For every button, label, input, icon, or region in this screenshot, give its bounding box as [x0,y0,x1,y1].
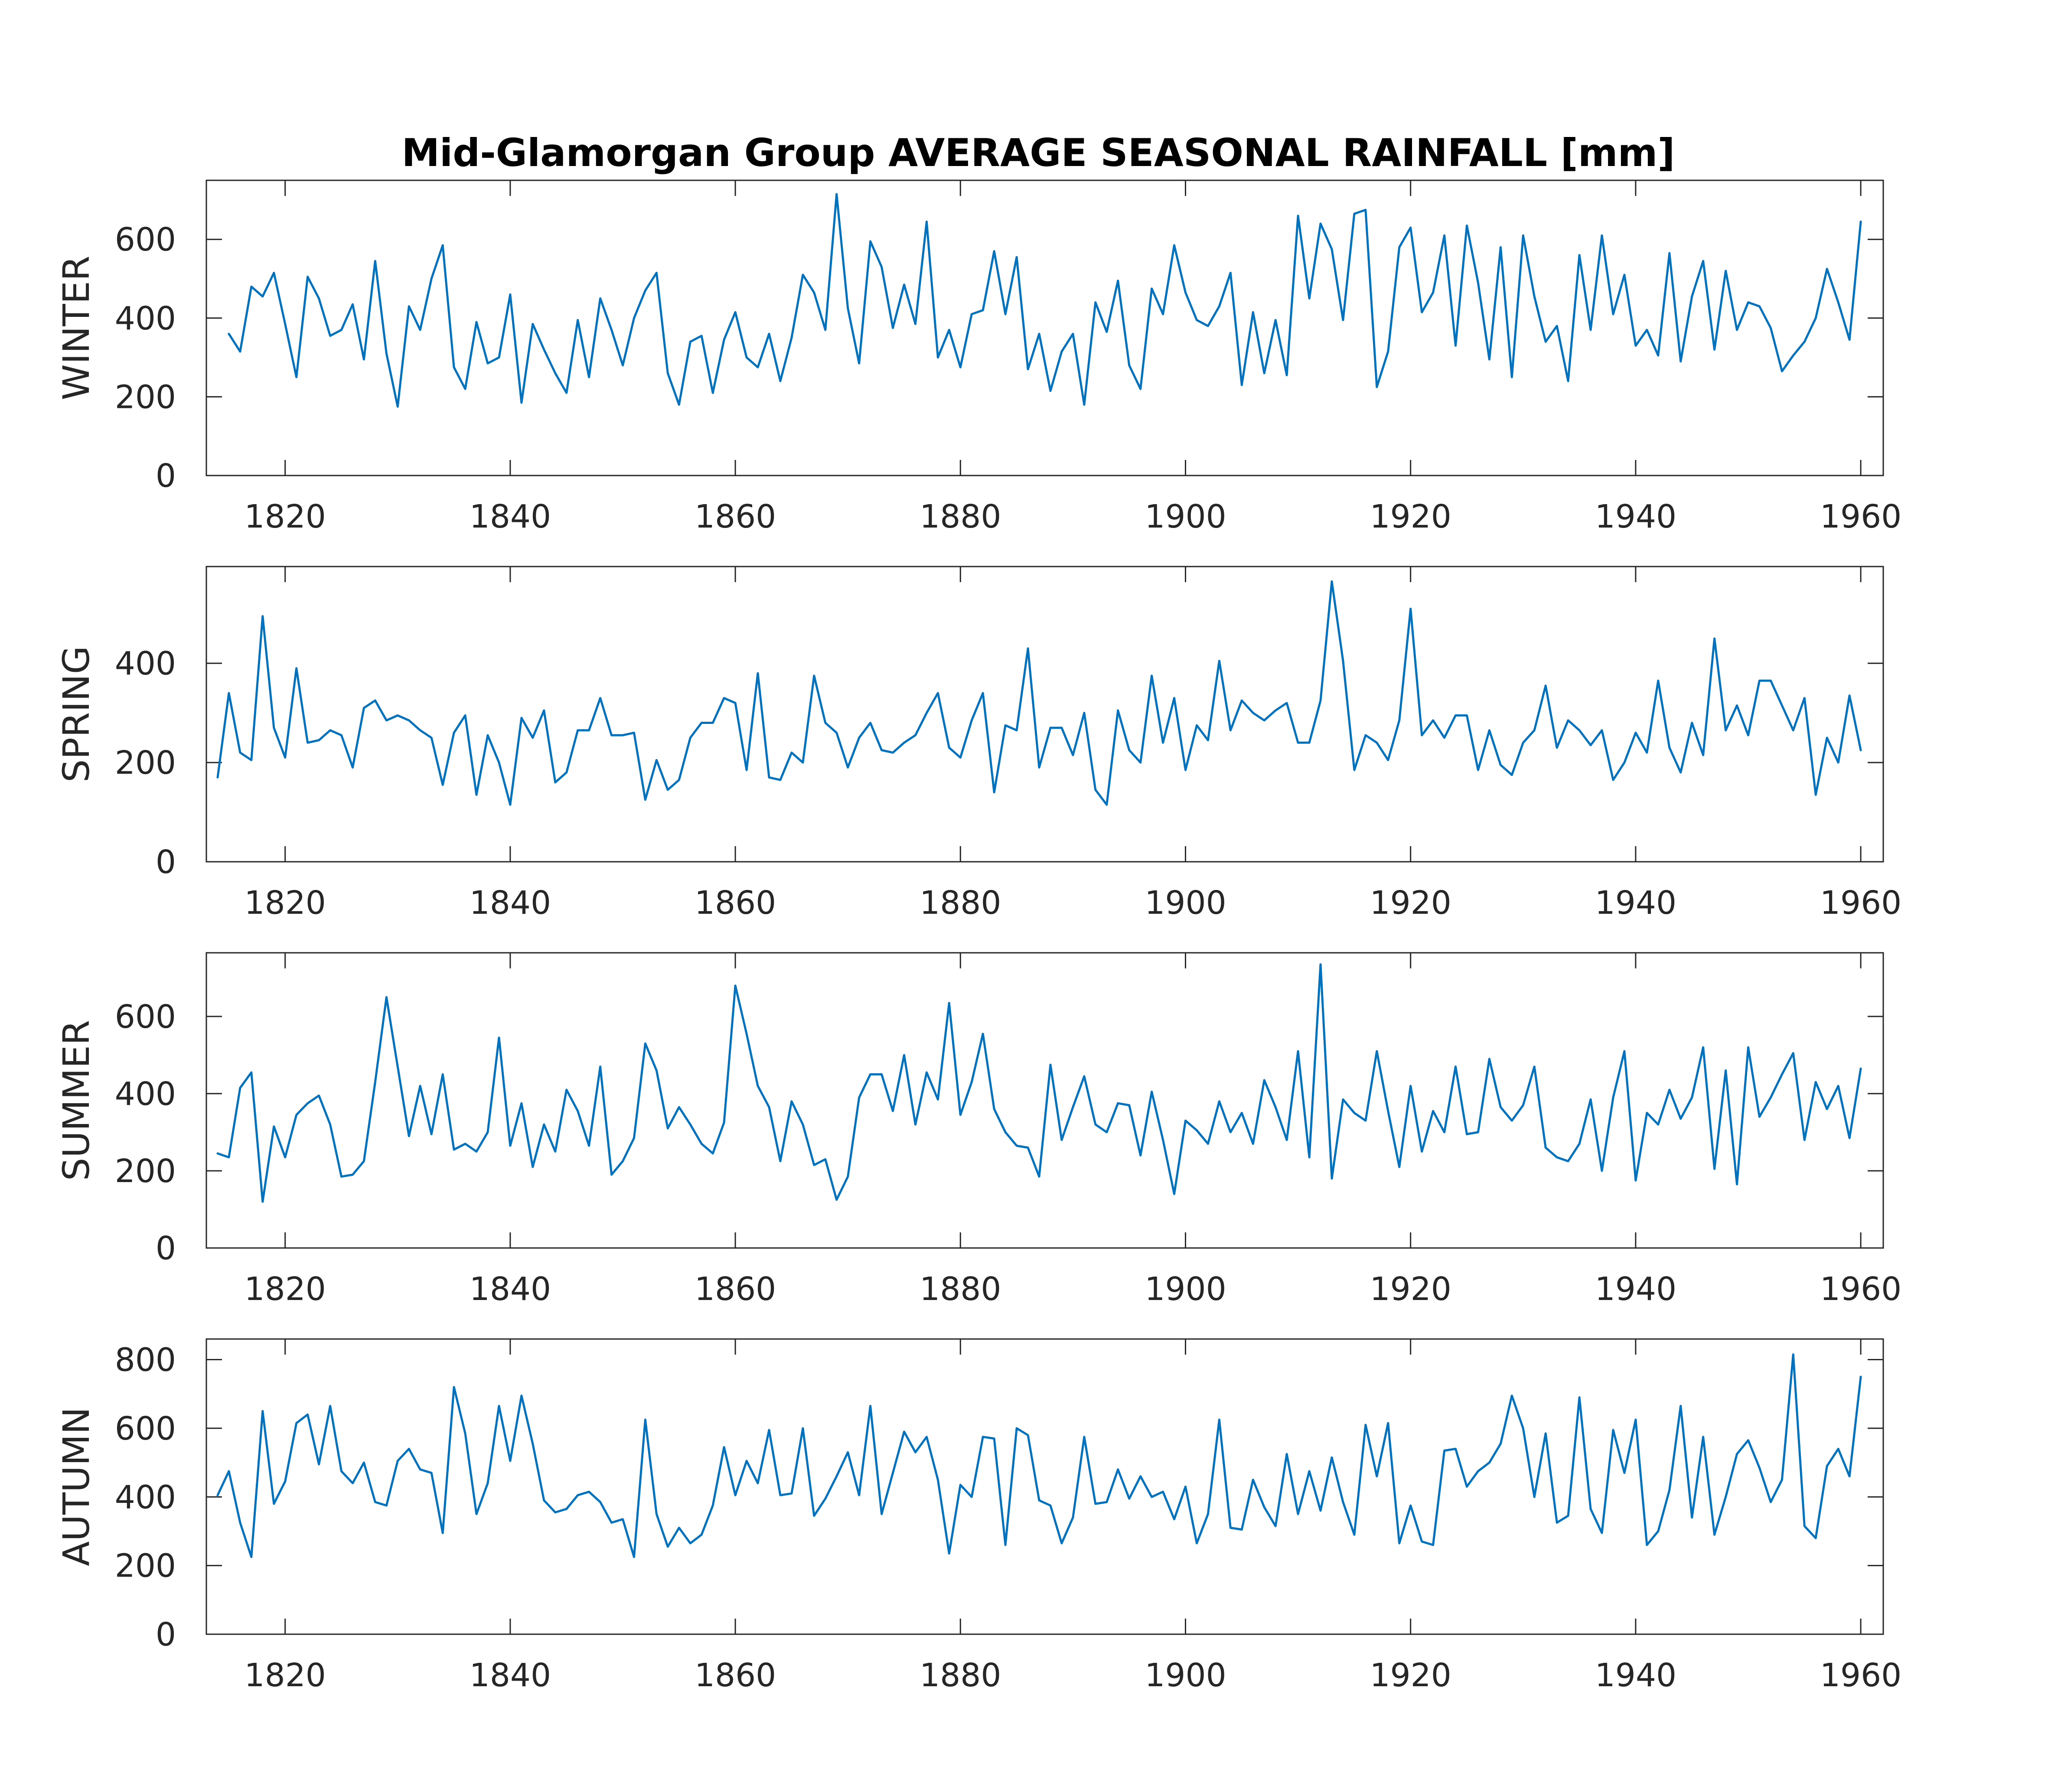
subplot-summer: 1820 1840 1860 1880 1900 1920 1940 1960 0 200 400 6… [55,952,1901,1308]
x-tick-label-autumn-1940: 1940 [1595,1657,1676,1694]
x-tick-label-summer-1840: 1840 [470,1271,551,1308]
axes-box-summer [205,952,1884,1249]
subplot-spring: 1820 1840 1860 1880 1900 1920 1940 1960 0 200 400 S… [55,566,1901,922]
x-tick-label-summer-1920: 1920 [1370,1271,1451,1308]
x-tick-label-spring-1820: 1820 [245,884,326,922]
x-tick-label-autumn-1900: 1900 [1145,1657,1226,1694]
y-tick-label-autumn-400: 400 [115,1479,176,1516]
y-axis-label-spring: SPRING [55,646,98,782]
y-axis-label-summer: SUMMER [55,1020,98,1181]
x-tick-label-autumn-1960: 1960 [1820,1657,1901,1694]
x-tick-label-summer-1880: 1880 [920,1271,1001,1308]
y-tick-label-summer-400: 400 [115,1075,176,1113]
x-tick-label-spring-1860: 1860 [695,884,776,922]
x-tick-label-autumn-1880: 1880 [920,1657,1001,1694]
axes-box-autumn [205,1338,1884,1635]
subplot-winter: 1820 1840 1860 1880 1900 1920 1940 1960 0 200 400 6… [55,179,1901,535]
chart-title: Mid-Glamorgan Group AVERAGE SEASONAL RAI… [401,130,1675,175]
axes-box-spring [205,566,1884,863]
x-tick-label-spring-1880: 1880 [920,884,1001,922]
y-tick-label-autumn-200: 200 [115,1548,176,1585]
x-tick-label-winter-1960: 1960 [1820,498,1901,535]
y-tick-label-spring-400: 400 [115,645,176,682]
y-tick-label-summer-0: 0 [156,1230,176,1267]
series-line-spring [216,580,1862,806]
x-tick-label-winter-1900: 1900 [1145,498,1226,535]
series-line-winter [228,193,1862,408]
subplot-autumn: 1820 1840 1860 1880 1900 1920 1940 1960 0 200 400 6… [55,1338,1901,1694]
x-tick-label-spring-1840: 1840 [470,884,551,922]
x-tick-label-winter-1840: 1840 [470,498,551,535]
x-tick-label-spring-1920: 1920 [1370,884,1451,922]
y-tick-label-summer-200: 200 [115,1153,176,1190]
y-tick-label-winter-400: 400 [115,300,176,337]
x-tick-label-autumn-1860: 1860 [695,1657,776,1694]
axes-box-winter [205,179,1884,476]
x-tick-label-winter-1880: 1880 [920,498,1001,535]
x-tick-label-summer-1900: 1900 [1145,1271,1226,1308]
y-tick-label-summer-600: 600 [115,998,176,1036]
x-tick-label-spring-1940: 1940 [1595,884,1676,922]
y-tick-label-autumn-800: 800 [115,1342,176,1379]
y-tick-label-spring-0: 0 [156,844,176,881]
y-axis-label-winter: WINTER [55,256,98,400]
subplot-panels: 1820 1840 1860 1880 1900 1920 1940 1960 0 200 400 6… [55,179,1901,1694]
x-tick-label-summer-1820: 1820 [245,1271,326,1308]
x-tick-label-spring-1960: 1960 [1820,884,1901,922]
x-tick-label-summer-1940: 1940 [1595,1271,1676,1308]
x-tick-label-spring-1900: 1900 [1145,884,1226,922]
x-tick-label-winter-1860: 1860 [695,498,776,535]
y-axis-label-autumn: AUTUMN [55,1407,98,1566]
y-tick-label-autumn-600: 600 [115,1410,176,1447]
x-tick-label-autumn-1820: 1820 [245,1657,326,1694]
x-tick-label-winter-1820: 1820 [245,498,326,535]
y-tick-label-winter-200: 200 [115,378,176,416]
y-tick-label-winter-600: 600 [115,221,176,258]
x-tick-label-autumn-1920: 1920 [1370,1657,1451,1694]
series-line-autumn [216,1353,1862,1558]
x-tick-label-winter-1920: 1920 [1370,498,1451,535]
x-tick-label-summer-1860: 1860 [695,1271,776,1308]
x-tick-label-summer-1960: 1960 [1820,1271,1901,1308]
series-line-summer [216,963,1862,1203]
y-tick-label-winter-0: 0 [156,457,176,495]
y-tick-label-autumn-0: 0 [156,1616,176,1653]
y-tick-label-spring-200: 200 [115,744,176,782]
x-tick-label-winter-1940: 1940 [1595,498,1676,535]
x-tick-label-autumn-1840: 1840 [470,1657,551,1694]
